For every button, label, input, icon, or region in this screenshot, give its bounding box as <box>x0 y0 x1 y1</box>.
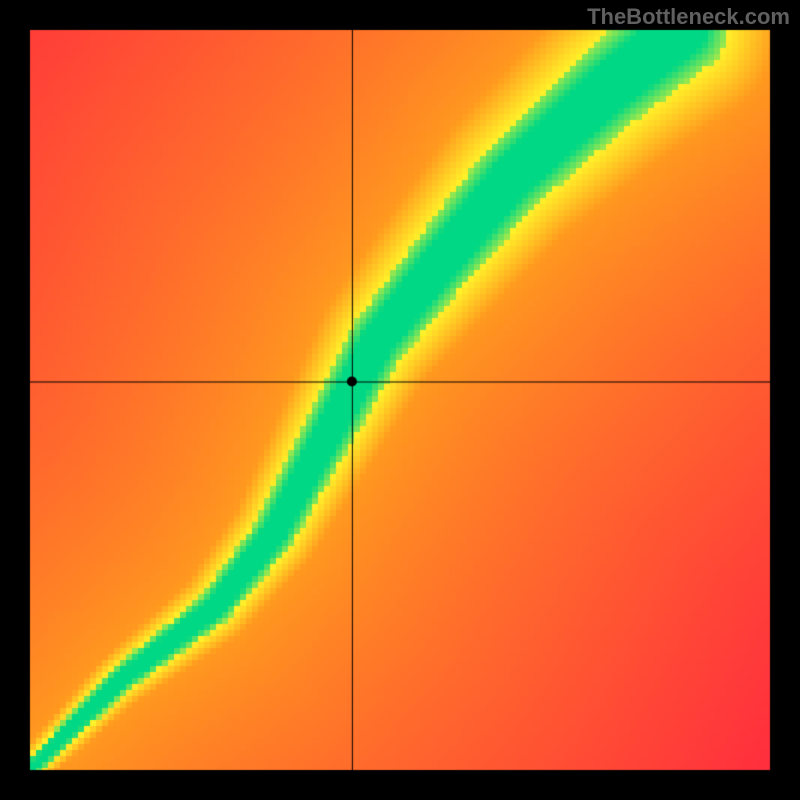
heatmap-canvas <box>0 0 800 800</box>
chart-container: TheBottleneck.com <box>0 0 800 800</box>
watermark-text: TheBottleneck.com <box>587 4 790 30</box>
